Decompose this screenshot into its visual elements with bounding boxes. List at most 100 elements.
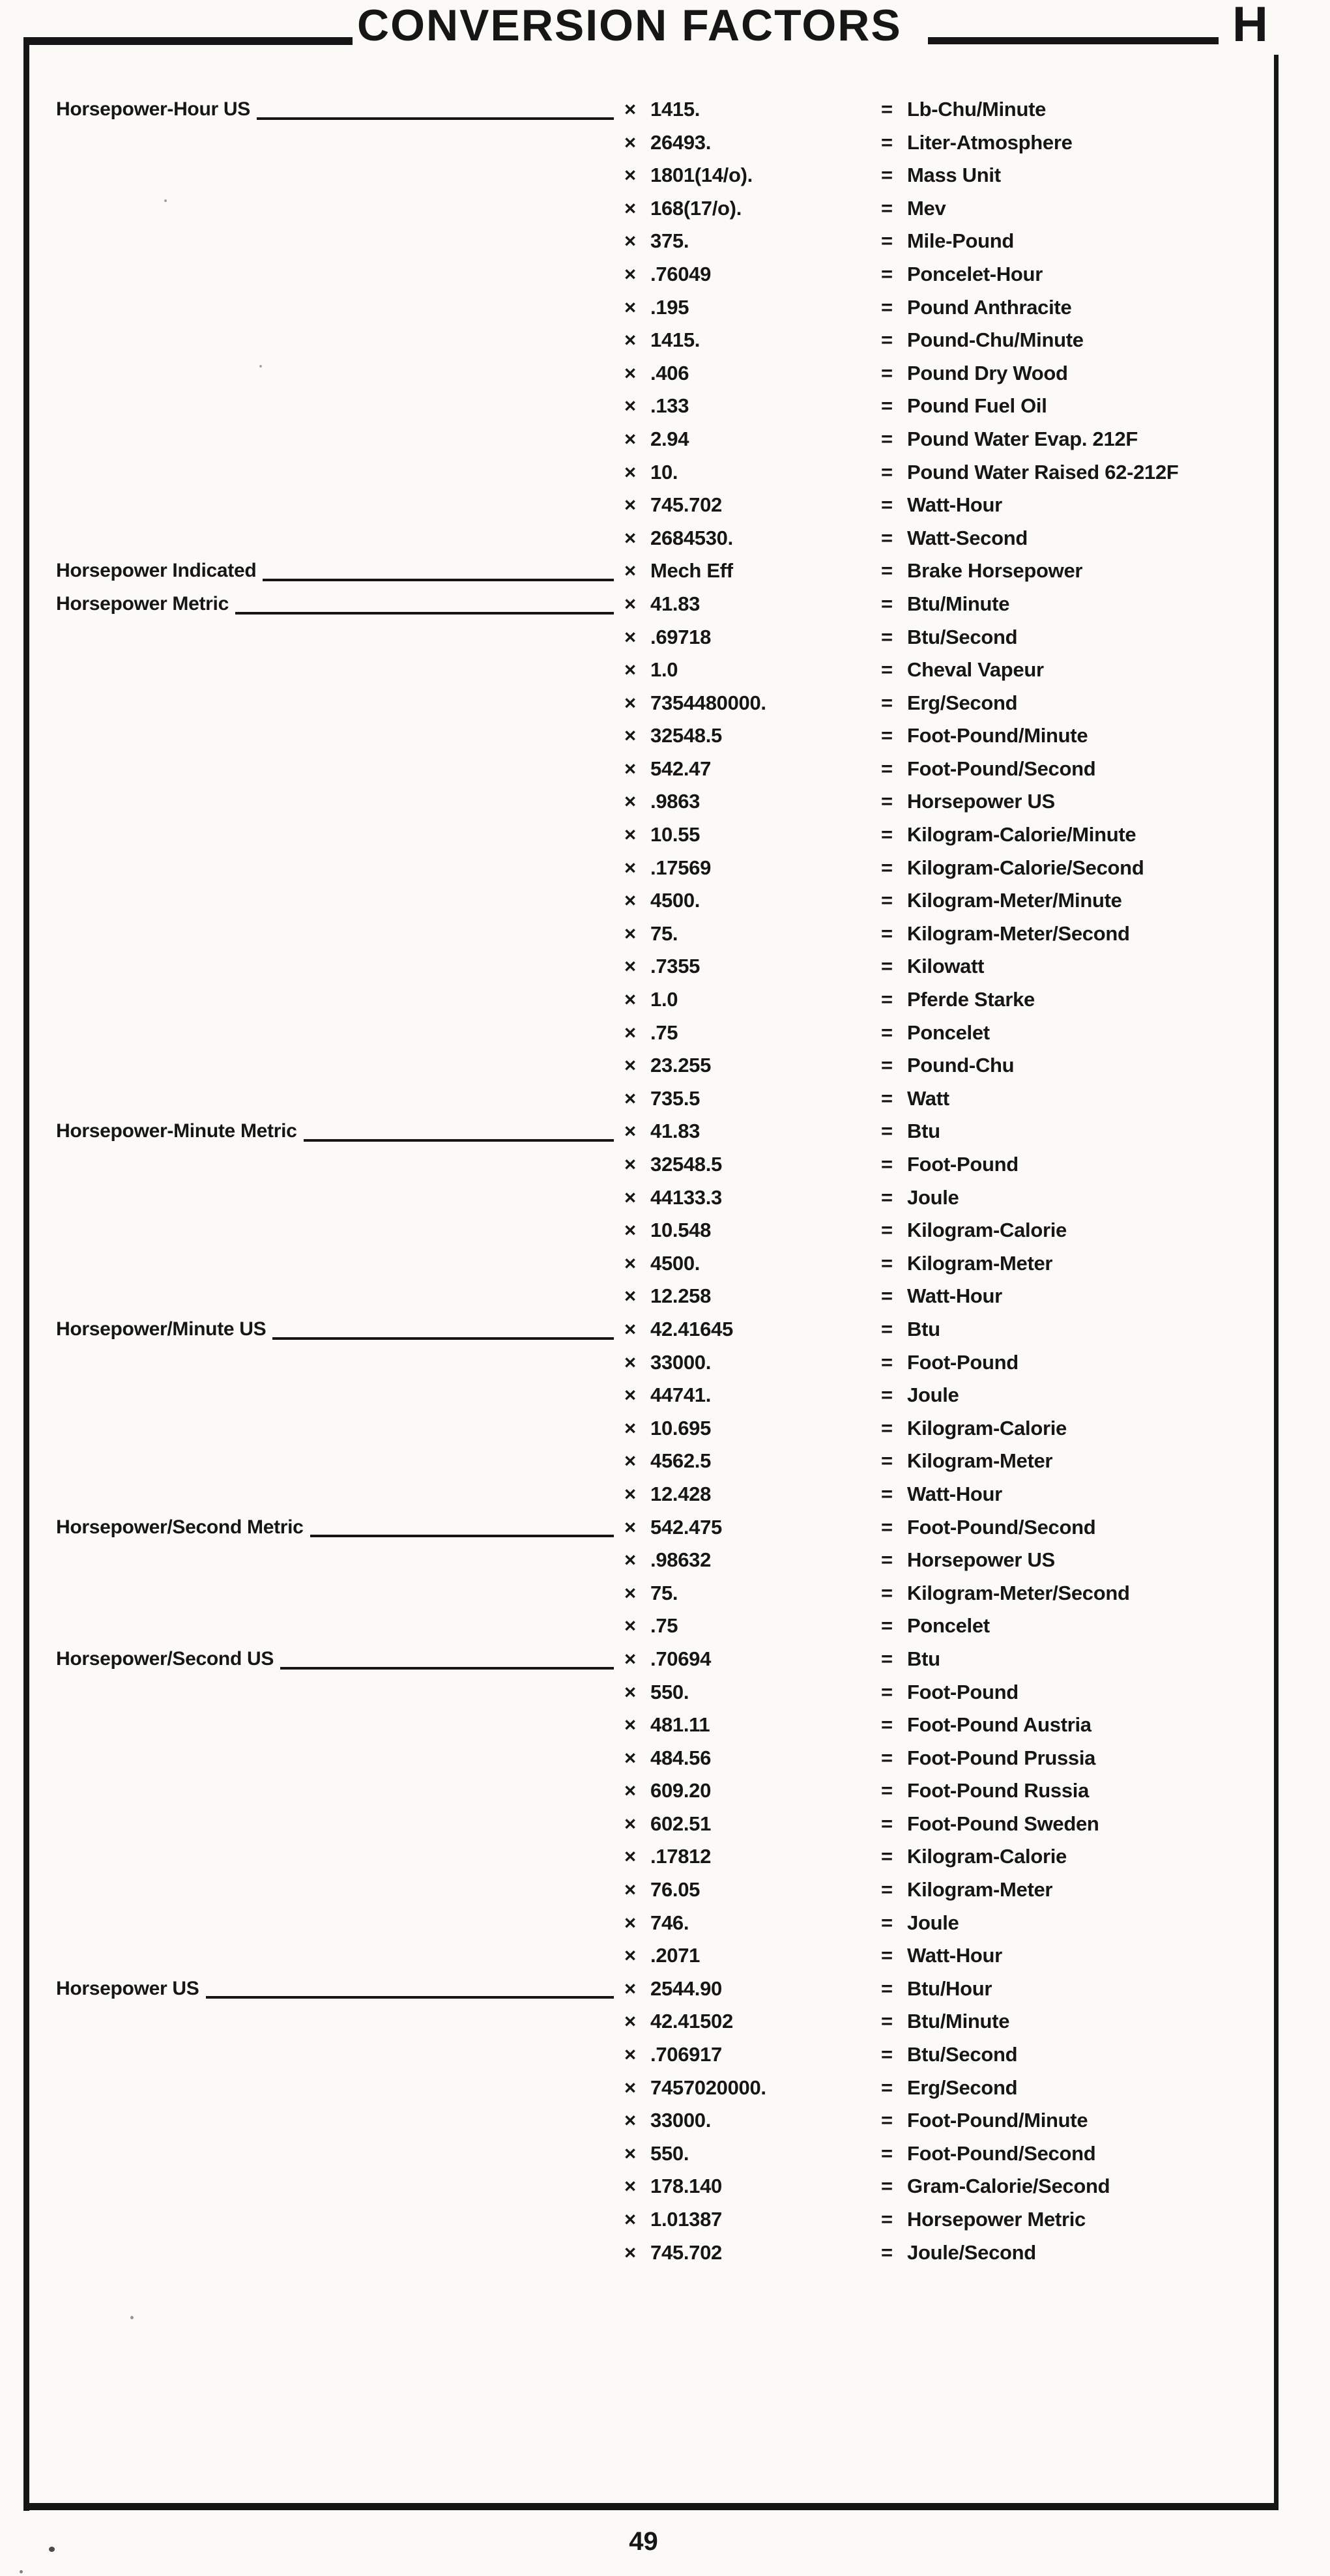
multiply-symbol: ×: [624, 394, 636, 418]
multiply-symbol: ×: [624, 691, 636, 714]
result-unit: Watt: [907, 1086, 949, 1110]
multiply-symbol: ×: [624, 460, 636, 484]
scan-speck: [49, 2547, 55, 2552]
result-cell: = Poncelet-Hour: [881, 258, 1043, 291]
multiplier-value: 12.258: [650, 1284, 712, 1308]
table-row: × 23.255 = Pound-Chu: [0, 1049, 1330, 1082]
result-cell: = Watt-Hour: [881, 1478, 1002, 1511]
multiplier-cell: × 375.: [624, 225, 689, 258]
multiply-symbol: ×: [624, 295, 636, 319]
multiply-symbol: ×: [624, 1878, 636, 1902]
equals-symbol: =: [881, 2240, 893, 2264]
result-cell: = Foot-Pound: [881, 1346, 1019, 1380]
table-row: × 12.428 = Watt-Hour: [0, 1478, 1330, 1511]
row-label: Horsepower/Second Metric: [56, 1516, 304, 1538]
equals-symbol: =: [881, 262, 893, 285]
multiplier-value: 484.56: [650, 1746, 712, 1769]
multiplier-value: 2684530.: [650, 526, 733, 549]
equals-symbol: =: [881, 1317, 893, 1340]
multiplier-value: 746.: [650, 1911, 689, 1934]
result-cell: = Kilogram-Calorie: [881, 1214, 1067, 1247]
result-cell: = Brake Horsepower: [881, 555, 1082, 588]
multiplier-value: Mech Eff: [650, 559, 733, 583]
equals-symbol: =: [881, 1944, 893, 1967]
multiplier-value: .406: [650, 361, 689, 384]
multiply-symbol: ×: [624, 2240, 636, 2264]
result-cell: = Kilogram-Calorie: [881, 1412, 1067, 1445]
result-unit: Kilogram-Calorie/Second: [907, 856, 1144, 879]
multiply-symbol: ×: [624, 262, 636, 285]
multiplier-value: .75: [650, 1020, 678, 1044]
multiplier-value: 745.702: [650, 2240, 722, 2264]
equals-symbol: =: [881, 1120, 893, 1143]
multiplier-cell: × 481.11: [624, 1709, 710, 1742]
result-unit: Horsepower US: [907, 1548, 1055, 1572]
result-cell: = Btu: [881, 1115, 940, 1148]
multiply-symbol: ×: [624, 823, 636, 847]
multiply-symbol: ×: [624, 427, 636, 450]
result-unit: Foot-Pound Russia: [907, 1779, 1090, 1802]
result-unit: Lb-Chu/Minute: [907, 98, 1047, 121]
multiplier-value: 745.702: [650, 493, 722, 517]
multiplier-cell: × 10.55: [624, 818, 700, 852]
frame-border-bottom: [23, 2503, 1279, 2510]
multiply-symbol: ×: [624, 2208, 636, 2231]
result-unit: Foot-Pound Austria: [907, 1713, 1091, 1737]
result-cell: = Foot-Pound: [881, 1148, 1019, 1181]
result-cell: = Pound-Chu: [881, 1049, 1015, 1082]
result-unit: Pound Water Raised 62-212F: [907, 460, 1179, 484]
multiply-symbol: ×: [624, 493, 636, 517]
result-unit: Joule/Second: [907, 2240, 1036, 2264]
equals-symbol: =: [881, 394, 893, 418]
result-cell: = Watt-Hour: [881, 1939, 1002, 1973]
result-unit: Pound Fuel Oil: [907, 394, 1047, 418]
equals-symbol: =: [881, 295, 893, 319]
equals-symbol: =: [881, 1284, 893, 1308]
table-row: × 75. = Kilogram-Meter/Second: [0, 1577, 1330, 1610]
multiplier-value: 10.548: [650, 1219, 712, 1242]
equals-symbol: =: [881, 1746, 893, 1769]
multiplier-value: .133: [650, 394, 689, 418]
table-row: × .706917 = Btu/Second: [0, 2038, 1330, 2072]
multiplier-cell: × .70694: [624, 1643, 711, 1676]
multiply-symbol: ×: [624, 1020, 636, 1044]
result-cell: = Kilogram-Calorie: [881, 1840, 1067, 1874]
result-cell: = Kilogram-Meter: [881, 1445, 1052, 1478]
equals-symbol: =: [881, 1680, 893, 1703]
multiplier-cell: × 75.: [624, 918, 678, 951]
scan-speck: [130, 2316, 134, 2319]
row-label-group: Horsepower-Minute Metric: [56, 1115, 615, 1148]
leader-line: [303, 1139, 614, 1142]
multiplier-value: 23.255: [650, 1054, 712, 1077]
result-unit: Mev: [907, 196, 946, 220]
multiplier-cell: × 2.94: [624, 423, 689, 456]
result-unit: Watt-Hour: [907, 493, 1002, 517]
result-unit: Btu/Second: [907, 625, 1018, 648]
multiplier-cell: × 4562.5: [624, 1445, 711, 1478]
table-row: × 2.94 = Pound Water Evap. 212F: [0, 423, 1330, 456]
result-cell: = Gram-Calorie/Second: [881, 2170, 1110, 2203]
multiplier-cell: × 23.255: [624, 1049, 711, 1082]
table-row: × 12.258 = Watt-Hour: [0, 1280, 1330, 1313]
table-row: × 32548.5 = Foot-Pound: [0, 1148, 1330, 1181]
multiplier-value: 602.51: [650, 1812, 712, 1835]
table-row: × 33000. = Foot-Pound: [0, 1346, 1330, 1380]
multiplier-value: .75: [650, 1614, 678, 1638]
equals-symbol: =: [881, 98, 893, 121]
result-cell: = Kilogram-Calorie/Minute: [881, 818, 1136, 852]
multiplier-value: 1.01387: [650, 2208, 722, 2231]
row-label: Horsepower Metric: [56, 592, 229, 615]
result-unit: Cheval Vapeur: [907, 658, 1044, 682]
multiply-symbol: ×: [624, 592, 636, 615]
table-row: × 746. = Joule: [0, 1907, 1330, 1940]
multiplier-cell: × .706917: [624, 2038, 722, 2072]
result-unit: Foot-Pound Prussia: [907, 1746, 1096, 1769]
result-cell: = Pound Anthracite: [881, 291, 1072, 325]
multiplier-cell: × 32548.5: [624, 719, 722, 753]
multiplier-value: 41.83: [650, 592, 701, 615]
multiplier-cell: × .17569: [624, 852, 711, 885]
multiplier-value: .9863: [650, 790, 701, 813]
equals-symbol: =: [881, 823, 893, 847]
multiply-symbol: ×: [624, 1383, 636, 1407]
result-cell: = Btu/Hour: [881, 1973, 992, 2006]
